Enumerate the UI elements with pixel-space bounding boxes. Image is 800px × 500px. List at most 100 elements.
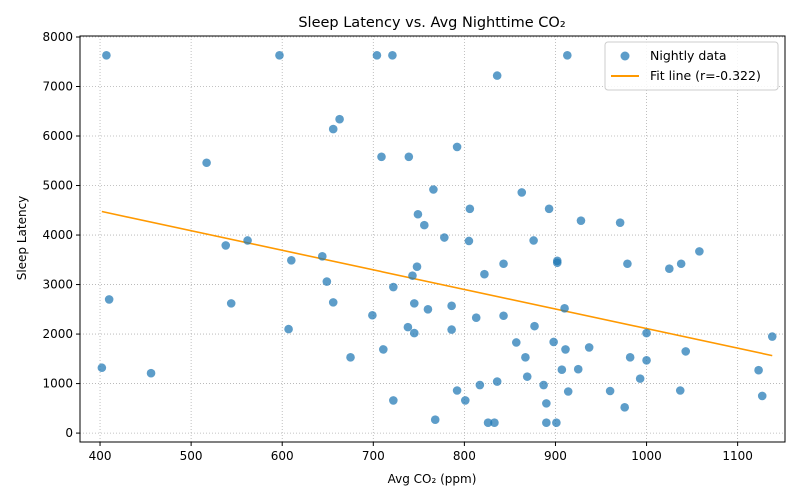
data-point [275,51,284,60]
data-point [465,204,475,214]
data-point [625,353,635,362]
data-point [409,328,419,338]
data-point [372,51,382,60]
data-point [552,418,561,427]
data-point [605,386,615,396]
data-point [429,185,438,194]
data-point [563,51,572,60]
y-tick-label: 3000 [42,278,73,292]
data-point [681,347,691,356]
data-point [492,377,502,386]
data-point [499,311,508,321]
data-point [221,241,231,250]
data-point [452,386,462,395]
data-point [544,204,554,214]
data-point [511,338,521,347]
data-point [695,247,704,256]
data-point [328,298,338,307]
data-point [529,236,538,245]
data-point [243,236,252,245]
data-point [573,364,583,374]
y-tick-label: 2000 [42,327,73,341]
y-axis-ticks: 0 1000 2000 3000 4000 5000 6000 7000 8000 [42,30,80,440]
data-point [757,391,767,401]
data-point [404,152,414,162]
data-point [675,386,685,395]
data-point [464,236,474,246]
data-point [317,252,327,261]
x-axis-ticks: 400 500 600 700 800 900 1000 1100 [89,442,753,463]
legend-box [604,41,779,91]
chart-title: Sleep Latency vs. Avg Nighttime CO₂ [298,15,565,31]
data-point [423,305,433,314]
data-point [542,399,551,408]
data-point [522,372,532,381]
y-tick-label: 7000 [42,80,73,94]
legend: Nightly data Fit line (r=-0.322) [604,41,779,91]
data-point [552,258,562,268]
data-point [408,271,417,280]
legend-label-fit-line: Fit line (r=-0.322) [650,68,761,83]
data-point [492,71,502,80]
data-point [665,264,674,274]
data-point [377,152,386,162]
data-point [563,387,573,396]
data-point [284,324,293,334]
legend-label-points: Nightly data [650,48,727,63]
y-tick-label: 4000 [42,228,73,242]
data-point [447,301,456,311]
plot-frame [79,35,786,443]
grid-lines [80,36,785,442]
data-point [676,259,686,269]
data-point [642,328,651,338]
data-point [430,415,440,425]
data-point [102,51,111,60]
data-point [560,304,569,313]
data-point [403,322,413,332]
fit-line-layer [101,210,773,357]
data-point [322,277,332,286]
data-point [620,403,629,412]
y-tick-label: 0 [65,426,73,440]
data-point [635,374,645,383]
legend-marker-points [620,51,630,61]
data-point [202,158,211,168]
data-point [104,295,114,304]
data-point [530,321,539,331]
data-point [584,343,594,352]
data-point [517,188,527,197]
data-point [346,353,355,362]
data-point [413,209,423,219]
y-tick-label: 5000 [42,179,73,193]
x-tick-label: 800 [453,449,476,463]
data-point [542,418,551,427]
data-point [420,220,429,230]
data-point [440,233,449,242]
y-tick-label: 1000 [42,377,73,391]
data-point [483,418,493,427]
data-point [754,365,763,375]
data-point [379,345,388,354]
data-point [767,332,777,341]
x-tick-label: 1100 [722,449,753,463]
data-point [447,325,456,334]
data-point [452,142,462,152]
data-point [335,114,344,124]
data-point [368,310,377,320]
y-tick-label: 8000 [42,30,73,44]
data-point [328,124,338,134]
data-point [97,363,107,373]
y-axis-label: Sleep Latency [15,196,29,281]
data-point [389,282,398,292]
x-tick-label: 900 [544,449,567,463]
data-point [499,259,508,269]
data-point [460,396,470,405]
x-tick-label: 700 [362,449,385,463]
data-point [521,353,530,362]
data-point [615,218,625,227]
data-point [389,396,398,405]
data-point [409,299,419,308]
data-point [549,337,558,347]
x-axis-label: Avg CO₂ (ppm) [388,472,477,486]
